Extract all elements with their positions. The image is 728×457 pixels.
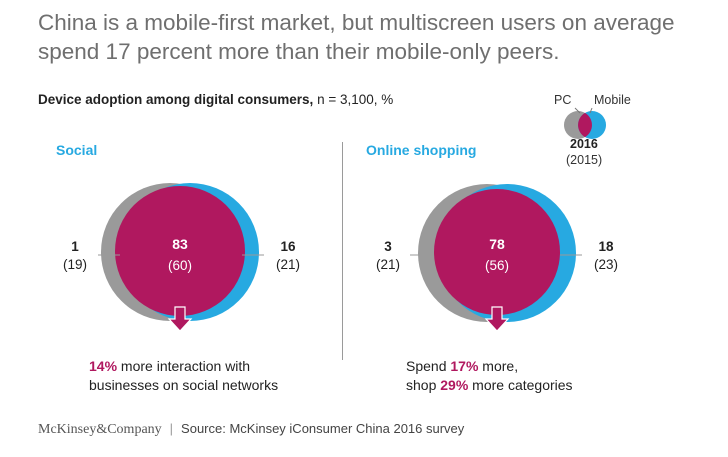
shopping-pc-only: 3 (21) — [368, 238, 408, 274]
legend-mobile-leader — [589, 107, 593, 114]
subtitle-bold: Device adoption among digital consumers, — [38, 92, 314, 107]
legend-mobile-label: Mobile — [594, 93, 631, 107]
shopping-note-line1-highlight: 17% — [450, 358, 479, 374]
social-pc-only-value: 1 — [71, 239, 79, 254]
panel-divider — [342, 142, 343, 360]
shopping-overlap — [434, 189, 560, 315]
shopping-pc-only-prev: (21) — [375, 257, 400, 272]
social-note-line2: businesses on social networks — [89, 377, 279, 393]
social-title: Social — [56, 142, 98, 158]
shopping-both-prev: (56) — [485, 258, 509, 273]
shopping-note: Spend 17% more, shop 29% more categories — [406, 357, 573, 395]
subtitle-rest: n = 3,100, % — [313, 92, 394, 107]
social-down-arrow-icon — [167, 306, 193, 332]
social-pc-only: 1 (19) — [55, 238, 95, 274]
legend-pc-leader — [574, 107, 581, 114]
legend-venn — [564, 107, 606, 139]
footer-separator: | — [169, 421, 174, 436]
shopping-note-line2-highlight: 29% — [440, 377, 469, 393]
shopping-mobile-only: 18 (23) — [586, 238, 626, 274]
legend-overlap — [578, 112, 592, 138]
shopping-note-line1-post: more, — [478, 358, 519, 374]
venn-social — [98, 183, 264, 332]
social-overlap — [115, 186, 245, 316]
social-note-line1: more interaction with — [117, 358, 251, 374]
venn-shopping — [410, 184, 582, 332]
legend-year: 2016 — [570, 137, 598, 151]
social-both-prev: (60) — [168, 258, 192, 273]
chart-title: China is a mobile-first market, but mult… — [38, 10, 675, 64]
shopping-pc-only-value: 3 — [384, 239, 392, 254]
footer: McKinsey&Company | Source: McKinsey iConsu… — [38, 421, 464, 438]
legend-prev-year: (2015) — [566, 153, 603, 167]
social-note-highlight: 14% — [89, 358, 118, 374]
shopping-note-line2-pre: shop — [406, 377, 441, 393]
shopping-mobile-only-value: 18 — [598, 239, 614, 254]
social-mobile-only: 16 (21) — [268, 238, 308, 274]
brand-logo: McKinsey&Company — [38, 422, 162, 437]
legend: PC Mobile 2016 (2015) — [540, 93, 670, 173]
source-text: Source: McKinsey iConsumer China 2016 su… — [181, 421, 465, 436]
shopping-note-line1-pre: Spend — [406, 358, 451, 374]
social-mobile-only-value: 16 — [280, 239, 296, 254]
social-both-value: 83 — [172, 236, 188, 252]
chart-subtitle: Device adoption among digital consumers,… — [38, 92, 393, 107]
shopping-down-arrow-icon — [484, 306, 510, 332]
social-note: 14% more interaction with businesses on … — [89, 357, 278, 395]
social-pc-only-prev: (19) — [62, 257, 87, 272]
shopping-title: Online shopping — [366, 142, 477, 158]
shopping-both-value: 78 — [489, 236, 505, 252]
shopping-note-line2-post: more categories — [468, 377, 573, 393]
shopping-mobile-only-prev: (23) — [593, 257, 618, 272]
legend-pc-label: PC — [554, 93, 572, 107]
social-mobile-only-prev: (21) — [275, 257, 300, 272]
